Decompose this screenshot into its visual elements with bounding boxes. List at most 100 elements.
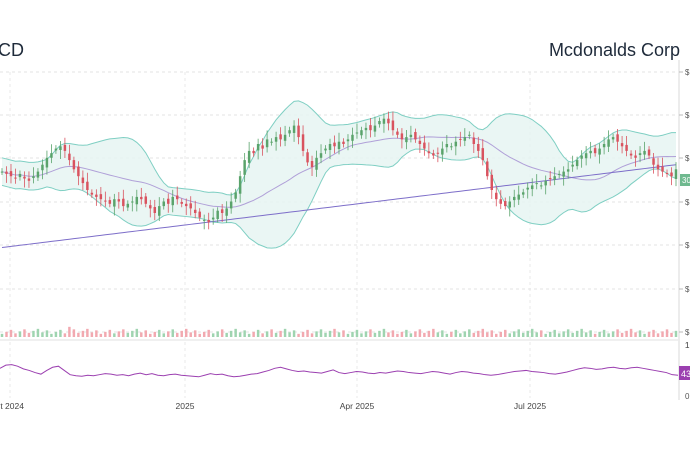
volume-bar-37 — [167, 331, 170, 337]
candle-body-32 — [144, 196, 148, 204]
volume-bar-138 — [620, 332, 624, 337]
volume-bar-6 — [27, 332, 31, 337]
volume-bar-54 — [243, 330, 246, 337]
candle-body-106 — [477, 144, 480, 151]
candle-body-90 — [405, 137, 408, 143]
volume-bar-1 — [5, 331, 8, 337]
volume-bar-81 — [364, 331, 368, 337]
candle-body-21 — [95, 194, 98, 197]
volume-bar-96 — [432, 328, 435, 337]
candle-body-124 — [557, 173, 561, 175]
volume-bar-68 — [306, 329, 309, 337]
x-tick-label-3: Jul 2025 — [514, 401, 546, 411]
volume-bar-45 — [202, 331, 206, 337]
candle-body-127 — [571, 164, 574, 167]
candle-body-97 — [436, 152, 440, 154]
volume-bar-149 — [670, 332, 673, 337]
volume-bar-63 — [283, 328, 287, 337]
candle-body-60 — [270, 141, 273, 143]
volume-bar-130 — [584, 332, 588, 337]
volume-bar-105 — [472, 332, 476, 337]
volume-bar-132 — [593, 333, 597, 337]
volume-bar-28 — [126, 332, 130, 337]
candle-body-14 — [63, 144, 67, 151]
volume-bar-89 — [400, 331, 404, 337]
volume-bar-75 — [337, 332, 341, 337]
candle-body-71 — [319, 153, 323, 158]
candle-body-11 — [50, 153, 53, 158]
volume-bar-125 — [562, 331, 565, 337]
volume-bar-59 — [265, 331, 269, 337]
volume-bar-106 — [477, 330, 480, 337]
candle-body-107 — [481, 148, 485, 161]
volume-tick-label: 1 — [685, 341, 690, 350]
volume-bar-58 — [261, 333, 264, 337]
candle-body-46 — [207, 219, 210, 223]
candle-body-92 — [414, 132, 417, 140]
volume-bar-61 — [274, 332, 278, 337]
candle-body-44 — [198, 211, 201, 218]
candle-body-77 — [346, 139, 350, 142]
candle-body-147 — [661, 166, 664, 172]
x-tick-label-1: 2025 — [176, 401, 195, 411]
volume-bar-56 — [252, 331, 255, 337]
candle-body-136 — [611, 137, 615, 140]
candle-body-10 — [45, 157, 49, 168]
candle-body-41 — [184, 203, 188, 207]
x-tick-label-0: ct 2024 — [0, 401, 24, 411]
volume-bar-102 — [459, 333, 462, 337]
candle-body-52 — [234, 192, 237, 199]
candle-body-141 — [634, 155, 637, 158]
candle-body-64 — [288, 130, 291, 134]
volume-bar-41 — [184, 328, 188, 337]
volume-bar-7 — [32, 330, 35, 337]
volume-bar-134 — [602, 329, 606, 337]
candle-body-26 — [117, 199, 121, 202]
candle-body-23 — [104, 200, 107, 202]
candle-body-150 — [674, 169, 678, 179]
candle-body-140 — [629, 153, 633, 156]
candle-body-125 — [562, 171, 565, 177]
candle-body-53 — [238, 176, 242, 194]
volume-bar-121 — [544, 333, 547, 337]
candle-body-66 — [297, 125, 300, 138]
candle-body-134 — [602, 144, 606, 148]
candle-body-75 — [337, 141, 341, 150]
volume-bar-111 — [499, 331, 502, 337]
volume-bar-116 — [521, 332, 525, 337]
candle-body-74 — [333, 142, 336, 147]
candle-body-51 — [229, 201, 233, 209]
volume-bar-11 — [50, 333, 53, 337]
candle-body-55 — [247, 150, 251, 163]
volume-bar-142 — [638, 330, 642, 337]
candle-body-133 — [598, 148, 601, 155]
volume-bar-98 — [441, 330, 444, 337]
volume-bar-101 — [454, 329, 458, 337]
y-tick-label-1: $ — [685, 111, 690, 120]
volume-bar-127 — [571, 332, 574, 337]
volume-bar-122 — [548, 331, 552, 337]
candle-body-15 — [68, 153, 71, 161]
candle-body-100 — [450, 146, 453, 148]
candle-body-20 — [90, 192, 94, 195]
candle-body-82 — [369, 125, 372, 131]
candle-body-18 — [81, 177, 85, 184]
candle-body-137 — [616, 134, 619, 142]
volume-bar-99 — [445, 333, 449, 337]
candle-body-99 — [445, 144, 449, 148]
volume-bar-120 — [539, 330, 543, 337]
candle-body-93 — [418, 140, 422, 144]
candle-body-50 — [225, 208, 228, 216]
candle-body-112 — [504, 201, 507, 207]
volume-bar-15 — [68, 326, 71, 337]
candle-body-80 — [360, 130, 363, 136]
candle-body-143 — [643, 150, 646, 155]
x-tick-label-2: Apr 2025 — [340, 401, 375, 411]
volume-bar-32 — [144, 330, 148, 337]
volume-bar-66 — [297, 333, 300, 337]
candle-body-30 — [135, 196, 139, 205]
volume-bar-107 — [481, 328, 485, 337]
volume-bar-131 — [589, 330, 592, 337]
candle-body-103 — [463, 137, 467, 141]
